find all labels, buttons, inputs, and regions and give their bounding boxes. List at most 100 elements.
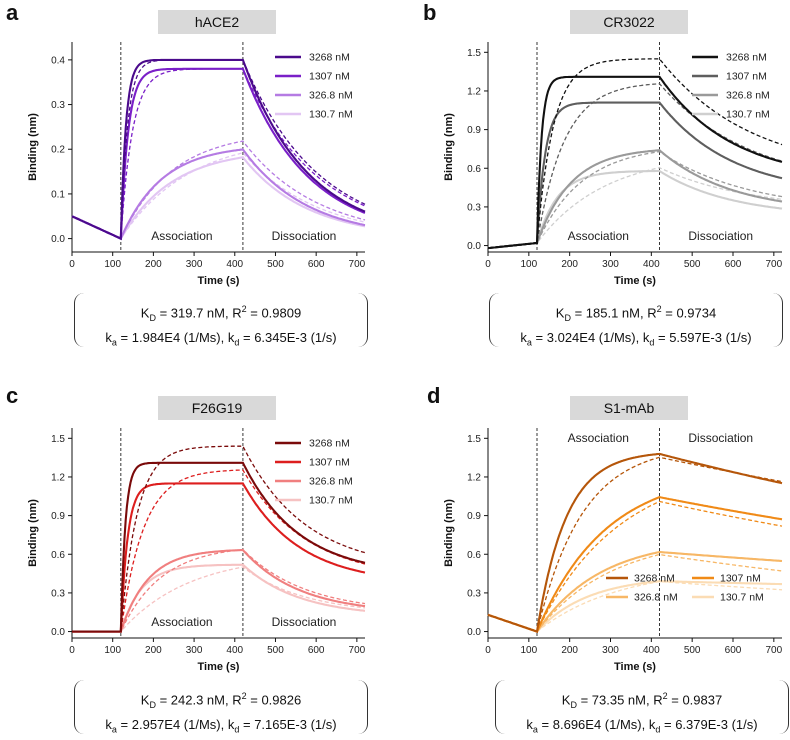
series-fit-curve bbox=[487, 500, 783, 633]
series-fit-curve bbox=[487, 553, 783, 633]
x-tick-label: 600 bbox=[308, 645, 325, 656]
y-tick-label: 0.3 bbox=[467, 588, 481, 599]
legend-label: 130.7 nM bbox=[309, 495, 353, 507]
kd-value: 242.3 nM bbox=[170, 692, 225, 708]
panel-letter: d bbox=[427, 383, 441, 408]
x-axis-title: Time (s) bbox=[198, 275, 240, 287]
r2-value: 0.9837 bbox=[682, 692, 723, 708]
y-tick-label: 0.0 bbox=[467, 241, 481, 252]
legend-label: 130.7 nM bbox=[309, 109, 353, 121]
x-tick-label: 0 bbox=[69, 259, 75, 270]
panel-letter: b bbox=[423, 0, 437, 25]
y-axis-title: Binding (nm) bbox=[27, 113, 39, 181]
y-tick-label: 0.6 bbox=[467, 550, 481, 561]
chart-plot: 0 100 200 300 400 500 600 700 0.0 0.1 0.2 0.3 0.4 Tim… bbox=[27, 42, 366, 287]
y-tick-label: 1.2 bbox=[467, 472, 481, 483]
x-axis-title: Time (s) bbox=[198, 661, 240, 673]
legend-label: 326.8 nM bbox=[634, 592, 678, 604]
x-tick-label: 100 bbox=[104, 259, 121, 270]
series-data-curve bbox=[71, 58, 366, 241]
kd-value: 319.7 nM bbox=[170, 305, 225, 321]
legend-label: 3268 nM bbox=[309, 438, 350, 450]
y-tick-label: 0.1 bbox=[51, 189, 65, 200]
legend-label: 326.8 nM bbox=[309, 476, 353, 488]
x-tick-label: 700 bbox=[349, 645, 366, 656]
legend-label: 1307 nM bbox=[720, 573, 761, 585]
association-label: Association bbox=[568, 229, 629, 243]
series-data-curve bbox=[72, 461, 366, 633]
kinetics-box: KD = 242.3 nM, R2 = 0.9826 ka = 2.957E4 … bbox=[74, 680, 368, 735]
x-tick-label: 700 bbox=[349, 259, 366, 270]
ka-value: 1.984E4 (1/Ms) bbox=[131, 329, 221, 345]
y-tick-label: 0.0 bbox=[51, 627, 65, 638]
y-tick-label: 0.3 bbox=[467, 202, 481, 213]
association-label: Association bbox=[568, 431, 629, 445]
y-axis-title: Binding (nm) bbox=[443, 499, 455, 567]
legend-label: 130.7 nM bbox=[720, 592, 764, 604]
x-tick-label: 600 bbox=[308, 259, 325, 270]
series-data-curve bbox=[487, 452, 783, 634]
y-tick-label: 1.5 bbox=[467, 48, 481, 59]
dissociation-label: Dissociation bbox=[272, 615, 337, 629]
x-axis-title: Time (s) bbox=[614, 661, 656, 673]
series-fit-curve bbox=[487, 580, 783, 633]
x-tick-label: 100 bbox=[104, 645, 121, 656]
x-tick-label: 700 bbox=[765, 645, 782, 656]
legend-label: 326.8 nM bbox=[309, 90, 353, 102]
association-label: Association bbox=[151, 615, 212, 629]
x-tick-label: 200 bbox=[145, 645, 162, 656]
x-tick-label: 100 bbox=[520, 259, 537, 270]
x-tick-label: 100 bbox=[520, 645, 537, 656]
x-tick-label: 400 bbox=[643, 259, 660, 270]
x-tick-label: 300 bbox=[602, 645, 619, 656]
y-tick-label: 1.5 bbox=[467, 434, 481, 445]
kdiss-value: 7.165E-3 (1/s) bbox=[254, 716, 337, 732]
legend-label: 130.7 nM bbox=[726, 109, 770, 121]
x-tick-label: 700 bbox=[765, 259, 782, 270]
x-axis-title: Time (s) bbox=[614, 275, 656, 287]
y-tick-label: 1.5 bbox=[51, 434, 65, 445]
y-tick-label: 0.2 bbox=[51, 145, 65, 156]
legend-label: 3268 nM bbox=[634, 573, 675, 585]
y-tick-label: 0.6 bbox=[467, 164, 481, 175]
x-tick-label: 500 bbox=[267, 645, 284, 656]
association-label: Association bbox=[151, 229, 212, 243]
ka-value: 8.696E4 (1/Ms) bbox=[552, 716, 642, 732]
x-tick-label: 300 bbox=[602, 259, 619, 270]
y-tick-label: 0.6 bbox=[51, 550, 65, 561]
chart-title: F26G19 bbox=[158, 396, 276, 420]
x-tick-label: 200 bbox=[145, 259, 162, 270]
x-tick-label: 200 bbox=[561, 259, 578, 270]
y-tick-label: 0.9 bbox=[467, 125, 481, 136]
panel-letter: a bbox=[6, 0, 19, 25]
chart-title: S1-mAb bbox=[570, 396, 688, 420]
legend-label: 1307 nM bbox=[309, 71, 350, 83]
ka-value: 2.957E4 (1/Ms) bbox=[131, 716, 221, 732]
y-tick-label: 0.3 bbox=[51, 588, 65, 599]
y-tick-label: 0.0 bbox=[467, 627, 481, 638]
x-tick-label: 400 bbox=[226, 259, 243, 270]
ka-value: 3.024E4 (1/Ms) bbox=[546, 329, 636, 345]
panel-letter: c bbox=[6, 383, 19, 408]
series-fit-curve bbox=[487, 456, 783, 633]
kd-value: 73.35 nM bbox=[591, 692, 646, 708]
chart-title: hACE2 bbox=[158, 10, 276, 34]
kdiss-value: 5.597E-3 (1/s) bbox=[669, 329, 752, 345]
r2-value: 0.9734 bbox=[676, 305, 717, 321]
chart-title: CR3022 bbox=[570, 10, 688, 34]
r2-value: 0.9809 bbox=[261, 305, 302, 321]
x-tick-label: 300 bbox=[186, 259, 203, 270]
kinetics-box: KD = 185.1 nM, R2 = 0.9734 ka = 3.024E4 … bbox=[489, 293, 783, 348]
x-tick-label: 0 bbox=[485, 259, 491, 270]
y-tick-label: 0.4 bbox=[51, 55, 65, 66]
y-axis-title: Binding (nm) bbox=[443, 113, 455, 181]
kdiss-value: 6.379E-3 (1/s) bbox=[675, 716, 758, 732]
y-tick-label: 0.3 bbox=[51, 100, 65, 111]
chart-plot: 0 100 200 300 400 500 600 700 0.0 0.3 0.6 0.9 1.2 1.5… bbox=[27, 428, 366, 673]
y-tick-label: 1.2 bbox=[51, 472, 65, 483]
x-tick-label: 500 bbox=[267, 259, 284, 270]
x-tick-label: 500 bbox=[684, 259, 701, 270]
x-tick-label: 600 bbox=[725, 645, 742, 656]
legend-label: 3268 nM bbox=[309, 52, 350, 64]
dissociation-label: Dissociation bbox=[688, 229, 753, 243]
